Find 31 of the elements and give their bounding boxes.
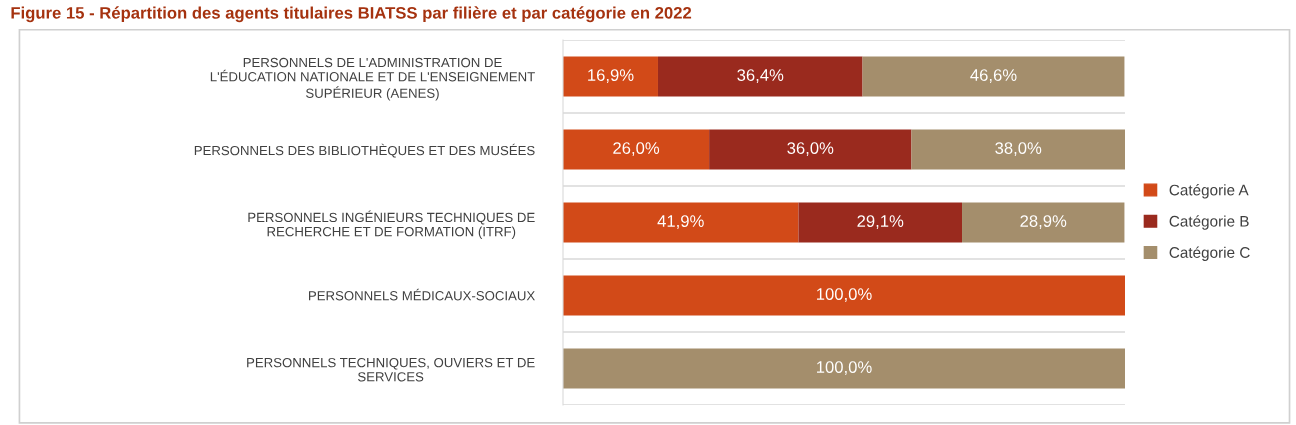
legend-label: Catégorie B	[1169, 215, 1249, 230]
data-label: 29,1%	[857, 215, 904, 229]
bar	[563, 202, 799, 243]
bar	[563, 348, 1125, 389]
bar	[563, 56, 658, 97]
legend-label: Catégorie C	[1169, 246, 1250, 261]
bar	[862, 56, 1125, 97]
y-tick-label: PERSONNELS DE L'ADMINISTRATION DE L'ÉDUCATION NATIONALE ET DE L'ENSEIGNEMENT SUPÉRIEUR (AENES)	[210, 57, 535, 101]
data-label: 46,6%	[970, 69, 1017, 83]
y-tick-label: PERSONNELS DES BIBLIOTHÈQUES ET DES MUSÉES	[194, 143, 535, 158]
data-label: 100,0%	[817, 361, 872, 375]
data-label: 38,0%	[995, 142, 1042, 156]
text: Figure 15 - Répartition des agents titulaires BIATSS par filière et par catégorie en 2022	[11, 6, 692, 23]
y-tick-label: PERSONNELS INGÉNIEURS TECHNIQUES DE RECHERCHE ET DE FORMATION (ITRF)	[248, 210, 535, 239]
legend-label: Catégorie A	[1169, 184, 1249, 199]
bar	[563, 129, 710, 170]
data-label: 16,9%	[588, 69, 634, 83]
y-tick-label: PERSONNELS TECHNIQUES, OUVIERS ET DE SERVICES	[247, 357, 535, 382]
data-label: 100,0%	[817, 288, 872, 302]
data-label: 28,9%	[1020, 215, 1067, 229]
data-label: 36,4%	[737, 69, 784, 83]
bar	[657, 56, 863, 97]
data-label: 36,0%	[787, 142, 834, 156]
data-label: 26,0%	[613, 142, 660, 156]
bar	[962, 202, 1125, 243]
bar	[911, 129, 1125, 170]
bar	[709, 129, 912, 170]
data-label: 41,9%	[657, 215, 704, 229]
y-tick-label: PERSONNELS MÉDICAUX-SOCIAUX	[309, 288, 535, 301]
bar	[563, 275, 1125, 316]
bar	[798, 202, 963, 243]
